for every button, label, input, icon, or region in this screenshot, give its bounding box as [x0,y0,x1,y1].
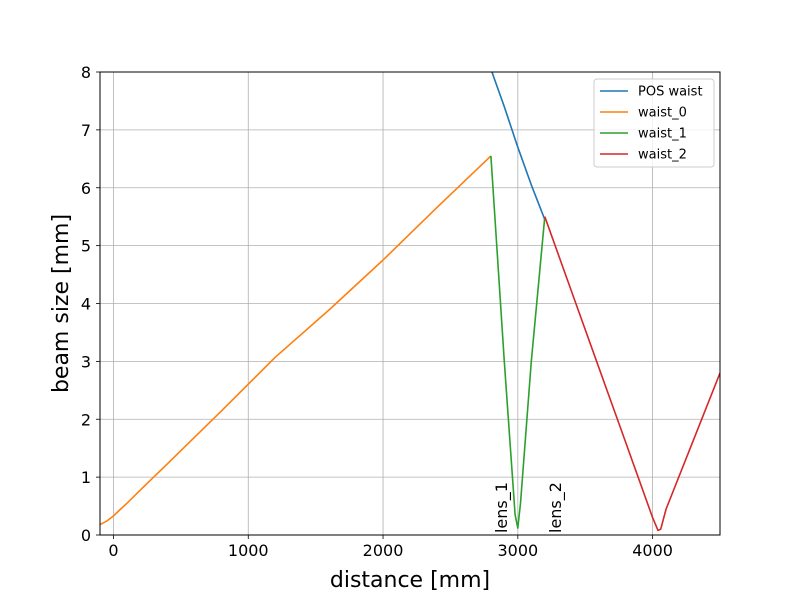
y-tick-label: 8 [81,63,91,82]
y-tick-label: 6 [81,179,91,198]
y-tick-label: 7 [81,121,91,140]
x-tick-label: 1000 [228,541,269,560]
y-tick-label: 4 [81,295,91,314]
x-tick-label: 2000 [363,541,404,560]
y-tick-label: 0 [81,526,91,545]
series-line-waist-2 [544,216,720,532]
axis-ticks: 0 1000 2000 3000 4000 0 1 2 3 4 5 6 7 8 [81,63,673,560]
legend-label: POS waist [638,85,703,100]
y-tick-label: 5 [81,237,91,256]
annotation-lens-1: lens_1 [492,482,512,533]
x-tick-label: 4000 [632,541,673,560]
y-axis-label: beam size [mm] [49,214,74,393]
legend-box [593,78,715,168]
legend-label: waist_1 [638,127,687,142]
y-tick-label: 3 [81,352,91,371]
x-axis-label: distance [mm] [330,568,490,593]
legend: POS waist waist_0 waist_1 waist_2 [593,78,715,168]
annotations: lens_1 lens_2 [492,482,566,533]
y-tick-label: 2 [81,410,91,429]
series-line-waist-1 [490,155,546,529]
legend-label: waist_0 [638,106,687,121]
legend-label: waist_2 [638,148,687,163]
x-tick-label: 3000 [497,541,538,560]
series-line-waist-0 [100,155,492,526]
annotation-lens-2: lens_2 [546,482,566,533]
series-line-pos-waist [491,72,546,220]
plot-series [100,72,720,532]
y-tick-label: 1 [81,468,91,487]
x-tick-label: 0 [108,541,118,560]
